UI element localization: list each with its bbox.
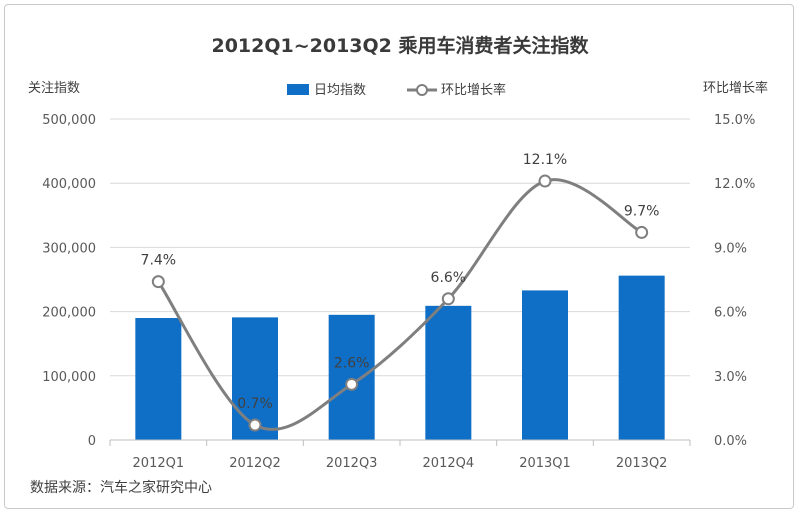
growth-data-label: 9.7% <box>624 203 660 219</box>
bar <box>328 314 375 440</box>
legend-line-marker <box>416 84 428 96</box>
y-axis-right-title: 环比增长率 <box>703 80 768 96</box>
y-right-tick-label: 12.0% <box>714 177 755 192</box>
legend-line-label: 环比增长率 <box>441 82 506 98</box>
growth-data-label: 7.4% <box>141 253 177 269</box>
growth-point <box>248 418 262 432</box>
y-axis-left-title: 关注指数 <box>28 81 80 96</box>
legend: 日均指数 环比增长率 <box>287 82 506 98</box>
y-left-tick-label: 0 <box>88 434 96 449</box>
x-tick-label: 2012Q4 <box>423 456 475 471</box>
growth-point <box>151 275 165 289</box>
growth-point <box>441 292 455 306</box>
growth-data-label: 2.6% <box>334 355 370 371</box>
chart-title: 2012Q1~2013Q2 乘用车消费者关注指数 <box>211 34 589 57</box>
y-right-tick-label: 9.0% <box>714 241 747 256</box>
y-right-tick-label: 6.0% <box>714 306 747 321</box>
bar <box>135 318 182 440</box>
y-left-tick-label: 200,000 <box>42 306 96 321</box>
y-right-tick-label: 0.0% <box>714 434 747 449</box>
growth-data-label: 6.6% <box>431 270 467 286</box>
y-right-tick-label: 15.0% <box>714 113 755 128</box>
growth-point <box>635 225 649 239</box>
legend-bar-swatch <box>287 84 309 95</box>
y-left-tick-label: 300,000 <box>42 241 96 256</box>
grid <box>110 118 690 377</box>
growth-point <box>345 377 359 391</box>
data-labels: 7.4% 0.7% 2.6% 6.6% 12.1% 9.7% <box>141 152 660 412</box>
growth-line-path <box>157 178 643 431</box>
growth-data-label: 0.7% <box>237 396 273 412</box>
bar <box>618 275 665 440</box>
y-left-tick-label: 400,000 <box>42 177 96 192</box>
x-tick-label: 2012Q1 <box>133 456 185 471</box>
bars <box>135 275 665 440</box>
axes: 0 0.0% 100,000 3.0% 200,000 6.0% 300,000 9.0% 40… <box>42 113 755 471</box>
y-left-tick-label: 500,000 <box>42 113 96 128</box>
source-note: 数据来源：汽车之家研究中心 <box>30 479 212 496</box>
x-tick-label: 2013Q1 <box>519 456 571 471</box>
y-right-tick-label: 3.0% <box>714 370 747 385</box>
growth-data-label: 12.1% <box>523 152 567 168</box>
x-tick-label: 2012Q2 <box>229 456 281 471</box>
bar <box>522 290 568 440</box>
growth-line <box>151 174 649 432</box>
y-left-tick-label: 100,000 <box>42 370 96 385</box>
bar <box>425 305 472 440</box>
x-tick-label: 2013Q2 <box>616 456 668 471</box>
legend-bar-label: 日均指数 <box>314 83 366 98</box>
x-tick-label: 2012Q3 <box>326 456 378 471</box>
growth-point <box>538 174 552 188</box>
